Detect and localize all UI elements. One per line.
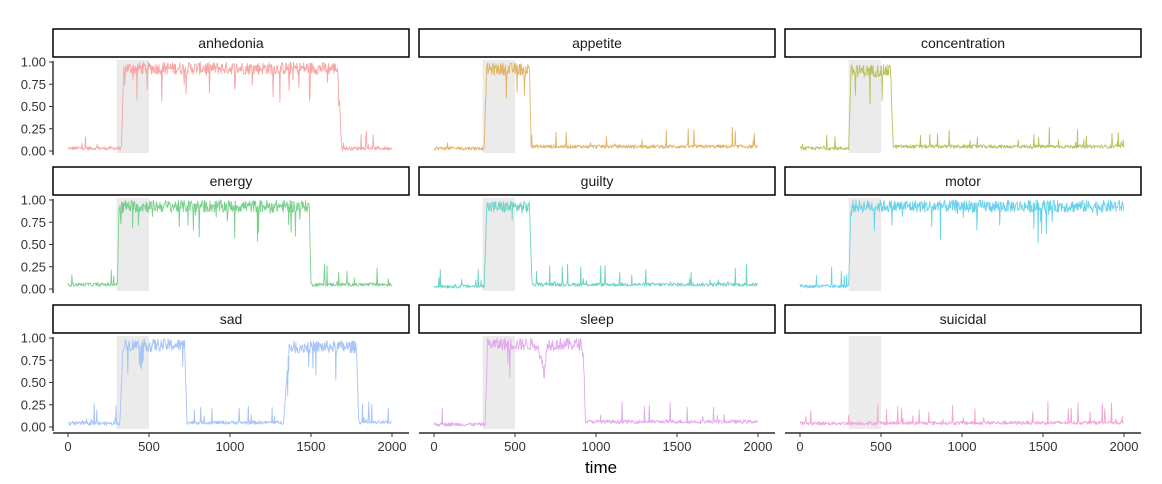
facet-strip-label: sad	[220, 311, 243, 327]
facet-strip	[784, 304, 1142, 334]
facet-strip-label: energy	[210, 173, 253, 189]
y-tick-label: 0.50	[21, 375, 46, 390]
y-tick-label: 0.00	[21, 420, 46, 435]
x-tick-label: 1500	[663, 439, 692, 454]
facet-strip	[52, 28, 410, 58]
series-line	[799, 199, 1125, 289]
series-line	[67, 338, 393, 426]
facet-panel: motor	[784, 166, 1142, 291]
x-tick-label: 0	[796, 439, 803, 454]
facet-strip-label: appetite	[572, 35, 622, 51]
x-tick-label: 0	[430, 439, 437, 454]
shaded-region	[482, 60, 515, 153]
shaded-region	[848, 198, 881, 291]
y-tick-label: 0.25	[21, 121, 46, 136]
facet-strip-label: guilty	[581, 173, 614, 189]
facet-strip	[418, 166, 776, 196]
series-line	[799, 64, 1125, 151]
x-tick-label: 1000	[216, 439, 245, 454]
facet-strip-label: motor	[945, 173, 981, 189]
x-tick-label: 0	[64, 439, 71, 454]
facet-strip	[784, 166, 1142, 196]
series-line	[433, 337, 759, 427]
shaded-region	[848, 336, 881, 429]
x-tick-label: 500	[138, 439, 160, 454]
facet-strip-label: sleep	[580, 311, 614, 327]
y-tick-label: 0.50	[21, 99, 46, 114]
facet-panel: appetite	[418, 28, 776, 153]
y-tick-label: 0.25	[21, 397, 46, 412]
facet-panel: sleep 0 500 1000 1500 2000	[418, 304, 776, 454]
series-line	[799, 401, 1125, 426]
x-tick-label: 1500	[297, 439, 326, 454]
x-tick-label: 1500	[1029, 439, 1058, 454]
facet-strip	[784, 28, 1142, 58]
x-tick-label: 1000	[582, 439, 611, 454]
shaded-region	[482, 198, 515, 291]
facet-panel: anhedonia 0.00 0.25 0.50 0.75 1.00	[21, 28, 410, 159]
facet-panels: anhedonia 0.00 0.25 0.50 0.75 1.00 appetite con…	[21, 28, 1142, 454]
x-tick-label: 2000	[378, 439, 407, 454]
x-tick-label: 2000	[744, 439, 773, 454]
y-tick-label: 0.00	[21, 144, 46, 159]
x-tick-label: 500	[870, 439, 892, 454]
y-tick-label: 0.00	[21, 282, 46, 297]
facet-panel: guilty	[418, 166, 776, 291]
x-tick-label: 1000	[948, 439, 977, 454]
facet-panel: sad 0.00 0.25 0.50 0.75 1.00 0 500 1000 1500 2000	[21, 304, 410, 454]
series-line	[67, 61, 393, 151]
y-tick-label: 0.75	[21, 77, 46, 92]
facet-strip	[52, 166, 410, 196]
series-line	[433, 200, 758, 289]
y-tick-label: 0.50	[21, 237, 46, 252]
y-tick-label: 1.00	[21, 331, 46, 346]
y-tick-label: 1.00	[21, 193, 46, 208]
facet-strip	[418, 304, 776, 334]
facet-panel: concentration	[784, 28, 1142, 153]
series-line	[433, 62, 759, 151]
facet-strip	[418, 28, 776, 58]
facet-panel: suicidal 0 500 1000 1500 2000	[784, 304, 1142, 454]
facet-panel: energy 0.00 0.25 0.50 0.75 1.00	[21, 166, 410, 297]
y-tick-label: 0.75	[21, 353, 46, 368]
x-tick-label: 500	[504, 439, 526, 454]
facet-strip-label: suicidal	[940, 311, 987, 327]
x-tick-label: 2000	[1110, 439, 1139, 454]
series-line	[67, 199, 393, 287]
facet-strip-label: concentration	[921, 35, 1005, 51]
facet-strip-label: anhedonia	[198, 35, 264, 51]
y-tick-label: 0.75	[21, 215, 46, 230]
x-axis-title: time	[585, 458, 617, 477]
facet-strip	[52, 304, 410, 334]
y-tick-label: 1.00	[21, 55, 46, 70]
y-tick-label: 0.25	[21, 259, 46, 274]
